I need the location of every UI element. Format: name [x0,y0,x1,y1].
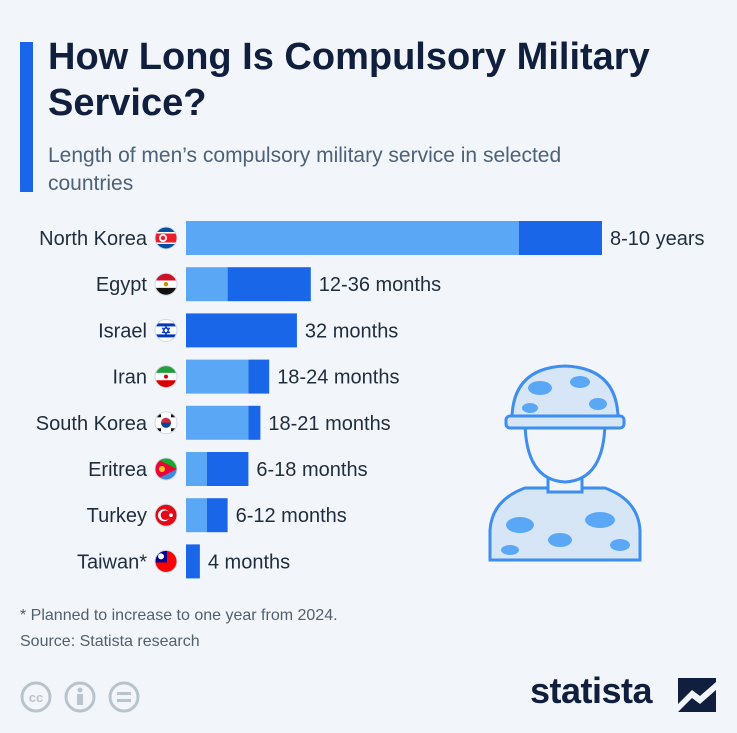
category-label: Israel [98,320,147,342]
bar-maximum [518,221,602,255]
attribution-icon [64,681,96,713]
category-label: Turkey [87,505,147,527]
category-label: North Korea [39,228,148,250]
category-label: South Korea [36,413,148,435]
bar-maximum [227,267,311,302]
title-accent-bar [20,42,33,192]
chart-title: How Long Is Compulsory Military Service? [48,36,650,124]
no-derivatives-icon [108,681,140,713]
bar-minimum [186,405,249,440]
statista-logo-icon [678,678,716,712]
bar-maximum [186,544,200,579]
footnote: * Planned to increase to one year from 2… [20,607,338,624]
data-label: 6-12 months [236,505,347,527]
bar-minimum [186,498,207,533]
category-label: Iran [113,367,147,389]
flag-turkey-icon [154,503,178,527]
source-note: Source: Statista research [20,633,200,650]
bar-maximum [248,359,270,394]
statista-logo-text[interactable]: statista [530,670,653,711]
flag-taiwan-icon [154,549,178,573]
data-label: 4 months [208,551,290,573]
bar-maximum [206,498,228,533]
data-label: 8-10 years [610,228,705,250]
data-label: 32 months [305,320,398,342]
bar-chart: North Korea 8-10 years Egypt 12-36 months Is… [36,221,705,579]
data-label: 18-24 months [277,367,399,389]
soldier-helmet-icon [488,364,642,562]
data-label: 6-18 months [256,459,367,481]
data-label: 18-21 months [268,413,390,435]
bar-minimum [186,452,207,486]
chart-subtitle: Length of men’s compulsory military serv… [48,144,562,195]
license-icons: cc [20,681,140,713]
bar-maximum [248,405,261,440]
category-label: Taiwan* [77,551,147,573]
bar-maximum [206,452,249,486]
svg-text:cc: cc [29,690,43,705]
flag-south-korea-icon [154,411,178,435]
flag-eritrea-icon [154,457,178,481]
bar-minimum [186,221,519,255]
category-label: Eritrea [88,459,148,481]
data-label: 12-36 months [319,274,441,296]
flag-israel-icon [154,318,178,342]
flag-iran-icon [154,365,178,389]
bar-maximum [186,313,297,348]
category-label: Egypt [96,274,148,296]
cc-icon: cc [20,681,52,713]
bar-minimum [186,267,228,302]
flag-north-korea-icon [154,226,178,250]
bar-minimum [186,359,249,394]
flag-egypt-icon [154,272,178,296]
